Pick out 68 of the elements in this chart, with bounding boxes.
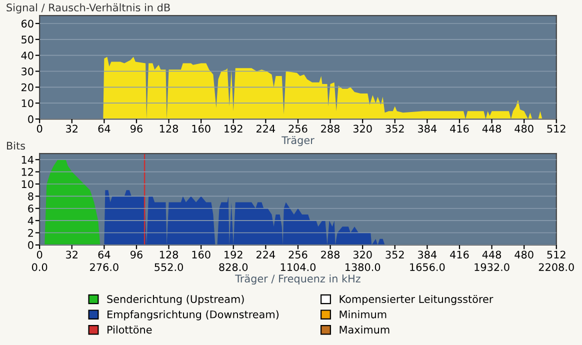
legend-label: Kompensierter Leitungsstörer (340, 294, 494, 306)
x-tick-label: 96 (130, 124, 142, 133)
y-tick-label: 4 (28, 216, 34, 225)
x-tick-label: 256 (288, 124, 308, 133)
legend-label: Maximum (340, 326, 390, 334)
x-tick-label: 128 (160, 124, 178, 133)
y-tick-label: 2 (28, 228, 33, 237)
x-tick-label: 480 (514, 124, 534, 133)
x-tick-label: 160 (192, 124, 210, 133)
x2-tick-label: 0.0 (32, 263, 48, 272)
x-tick-label: 416 (450, 250, 469, 259)
x-tick-label: 256 (288, 250, 308, 259)
x-tick-label: 192 (224, 250, 242, 259)
y-axis-title: Bits (7, 142, 26, 150)
x-tick-label: 96 (130, 250, 142, 259)
legend-label: Pilottöne (108, 326, 152, 334)
y-tick-label: 50 (22, 36, 34, 44)
x-tick-label: 352 (386, 250, 404, 259)
x-tick-label: 128 (160, 250, 178, 259)
x-tick-label: 160 (192, 250, 210, 259)
x-tick-label: 320 (353, 124, 372, 133)
x-tick-label: 512 (547, 124, 566, 133)
x2-tick-label: 1932.0 (474, 263, 510, 272)
y-tick-label: 0 (28, 241, 34, 250)
x-tick-label: 192 (224, 124, 242, 133)
x-tick-label: 416 (450, 124, 469, 133)
y-tick-label: 0 (28, 115, 34, 124)
x-tick-label: 288 (321, 250, 340, 259)
x-tick-label: 32 (66, 124, 78, 133)
legend-label: Minimum (340, 310, 386, 318)
x2-tick-label: 552.0 (154, 263, 183, 272)
y-tick-label: 6 (28, 204, 34, 212)
x2-tick-label: 276.0 (90, 263, 118, 272)
y-tick-label: 12 (22, 168, 33, 176)
x-tick-label: 224 (256, 124, 276, 132)
y-tick-label: 60 (21, 20, 34, 28)
y-tick-label: 8 (28, 192, 34, 200)
x-tick-label: 320 (353, 250, 372, 259)
y-axis-title: Signal / Rausch-Verhältnis in dB (6, 3, 170, 14)
y-tick-label: 40 (21, 52, 34, 60)
x2-tick-label: 1656.0 (410, 263, 445, 272)
x2-tick-label: 1380.0 (346, 263, 380, 272)
x-tick-label: 448 (482, 250, 502, 259)
x2-tick-label: 828.0 (219, 263, 248, 272)
x-tick-label: 0 (36, 250, 42, 259)
legend-label: Senderichtung (Upstream) (107, 294, 244, 306)
x-tick-label: 64 (98, 250, 110, 259)
x-tick-label: 64 (98, 124, 110, 133)
y-tick-label: 14 (22, 156, 34, 164)
x-tick-label: 448 (482, 124, 502, 133)
x-tick-label: 384 (418, 250, 437, 259)
x-tick-label: 384 (418, 124, 437, 133)
x-tick-label: 288 (321, 124, 340, 133)
x-axis-title: Träger (282, 136, 314, 146)
x-tick-label: 224 (256, 250, 276, 258)
x-tick-label: 512 (547, 250, 566, 259)
x-tick-label: 32 (66, 250, 78, 259)
y-tick-label: 20 (22, 83, 34, 92)
x-axis-title: Träger / Frequenz in kHz (235, 274, 360, 285)
x-tick-label: 352 (386, 124, 404, 133)
x-tick-label: 0 (36, 124, 42, 133)
y-tick-label: 10 (22, 99, 34, 108)
y-tick-label: 10 (22, 180, 34, 188)
legend-label: Empfangsrichtung (Downstream) (108, 310, 279, 320)
x2-tick-label: 1104.0 (280, 263, 316, 272)
x-tick-label: 480 (514, 250, 534, 259)
y-tick-label: 30 (22, 67, 34, 76)
x2-tick-label: 2208.0 (538, 263, 574, 272)
